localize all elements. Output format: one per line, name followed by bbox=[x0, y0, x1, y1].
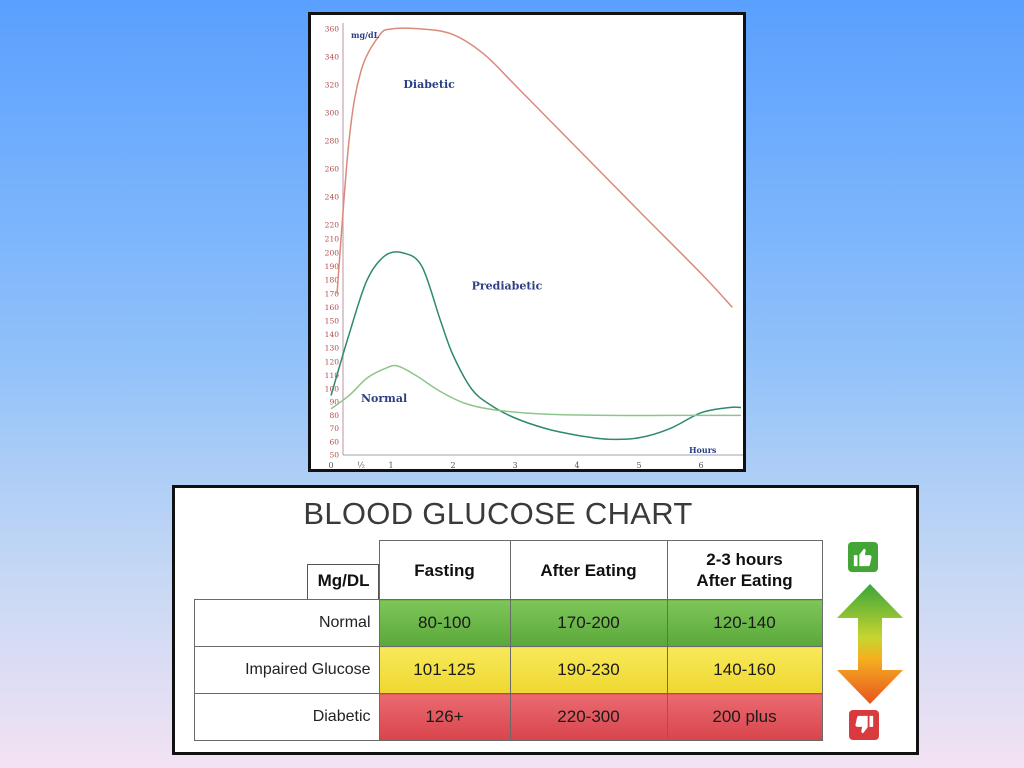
series-label-prediabetic: Prediabetic bbox=[472, 280, 543, 293]
x-tick-label: 2 bbox=[450, 461, 455, 469]
y-tick-label: 190 bbox=[325, 262, 340, 271]
blood-glucose-table: Mg/DL Fasting After Eating 2-3 hours Aft… bbox=[194, 540, 823, 741]
x-tick-label: 3 bbox=[512, 461, 517, 469]
column-header-line1: Fasting bbox=[414, 560, 475, 580]
table-header-row: Mg/DL Fasting After Eating 2-3 hours Aft… bbox=[194, 540, 823, 600]
y-tick-label: 240 bbox=[325, 193, 340, 202]
x-tick-label: 5 bbox=[636, 461, 641, 469]
column-header-line1: 2-3 hours bbox=[706, 550, 783, 569]
series-line-prediabetic bbox=[330, 251, 742, 441]
series-line-diabetic bbox=[336, 27, 733, 308]
y-tick-label: 180 bbox=[325, 276, 340, 285]
table-row-impaired-glucose: Impaired Glucose 101-125 190-230 140-160 bbox=[194, 646, 823, 694]
glucose-curve-chart: 5060708090100110120130140150160170180190… bbox=[325, 23, 743, 469]
y-tick-label: 140 bbox=[325, 330, 340, 339]
x-axis-label: Hours bbox=[689, 445, 717, 455]
row-label-impaired-glucose: Impaired Glucose bbox=[194, 646, 380, 694]
y-tick-label: 170 bbox=[325, 289, 340, 298]
y-tick-label: 130 bbox=[325, 344, 340, 353]
table-row-diabetic: Diabetic 126+ 220-300 200 plus bbox=[194, 693, 823, 741]
series-label-diabetic: Diabetic bbox=[403, 78, 455, 91]
x-tick-labels: 0 ½ 1 2 3 4 5 6 bbox=[328, 461, 703, 469]
table-row-normal: Normal 80-100 170-200 120-140 bbox=[194, 599, 823, 647]
y-tick-label: 280 bbox=[325, 137, 340, 146]
y-tick-label: 150 bbox=[325, 317, 340, 326]
y-tick-label: 110 bbox=[325, 371, 340, 380]
units-header-cell: Mg/DL bbox=[194, 540, 379, 600]
cell-diabetic-after-eating: 220-300 bbox=[509, 693, 668, 741]
y-tick-labels: 50 60 70 80 90 100 110 120 130 140 150 160 170 180 190… bbox=[325, 25, 340, 460]
double-arrow-icon bbox=[837, 584, 903, 704]
column-header-line2: After Eating bbox=[696, 571, 793, 590]
y-tick-label: 360 bbox=[325, 25, 340, 34]
column-header-fasting: Fasting bbox=[378, 540, 511, 600]
row-label-normal: Normal bbox=[194, 599, 380, 647]
column-header-after-eating: After Eating bbox=[509, 540, 668, 600]
glucose-curve-panel: 50 60 70 80 90 100 110 120 130 140 150 160 170 180 190… bbox=[308, 12, 746, 472]
y-tick-label: 160 bbox=[325, 303, 340, 312]
cell-normal-after-eating: 170-200 bbox=[509, 599, 668, 647]
y-tick-label: 260 bbox=[325, 165, 340, 174]
status-indicators bbox=[835, 538, 905, 748]
y-tick-label: 60 bbox=[329, 437, 339, 446]
x-tick-label: 1 bbox=[388, 461, 393, 469]
y-tick-label: 300 bbox=[325, 109, 340, 118]
y-tick-label: 200 bbox=[325, 249, 340, 258]
chart-axes bbox=[342, 23, 743, 456]
cell-normal-2-3-hours: 120-140 bbox=[666, 599, 823, 647]
cell-impaired-after-eating: 190-230 bbox=[509, 646, 668, 694]
y-tick-label: 90 bbox=[329, 398, 339, 407]
x-tick-label: 6 bbox=[698, 461, 703, 469]
cell-normal-fasting: 80-100 bbox=[378, 599, 511, 647]
blood-glucose-table-panel: BLOOD GLUCOSE CHART Mg/DL Fasting After … bbox=[172, 485, 919, 755]
y-axis-unit-label: mg/dL bbox=[351, 30, 380, 40]
y-tick-label: 80 bbox=[329, 411, 339, 420]
cell-diabetic-fasting: 126+ bbox=[378, 693, 511, 741]
cell-impaired-2-3-hours: 140-160 bbox=[666, 646, 823, 694]
y-tick-label: 50 bbox=[329, 451, 339, 460]
series-label-normal: Normal bbox=[361, 392, 407, 405]
units-label: Mg/DL bbox=[306, 564, 379, 599]
x-tick-label: 0 bbox=[328, 461, 333, 469]
table-title: BLOOD GLUCOSE CHART bbox=[303, 496, 693, 531]
series-line-normal bbox=[330, 364, 741, 417]
x-tick-label: ½ bbox=[357, 461, 365, 469]
cell-diabetic-2-3-hours: 200 plus bbox=[666, 693, 823, 741]
x-tick-label: 4 bbox=[574, 461, 579, 469]
column-header-line1: After Eating bbox=[540, 560, 637, 580]
y-tick-label: 210 bbox=[325, 235, 340, 244]
thumbs-up-icon bbox=[848, 542, 878, 572]
y-tick-label: 320 bbox=[325, 81, 340, 90]
y-tick-label: 70 bbox=[329, 424, 339, 433]
series-labels: Diabetic Prediabetic Normal bbox=[361, 78, 543, 405]
series-lines bbox=[330, 27, 742, 441]
thumbs-down-icon bbox=[849, 710, 879, 740]
y-tick-label: 220 bbox=[325, 221, 340, 230]
y-tick-label: 120 bbox=[325, 357, 340, 366]
row-label-diabetic: Diabetic bbox=[194, 693, 380, 741]
column-header-2-3-hours: 2-3 hours After Eating bbox=[666, 540, 823, 600]
cell-impaired-fasting: 101-125 bbox=[378, 646, 511, 694]
y-tick-label: 100 bbox=[325, 385, 340, 394]
y-tick-label: 340 bbox=[325, 53, 340, 62]
